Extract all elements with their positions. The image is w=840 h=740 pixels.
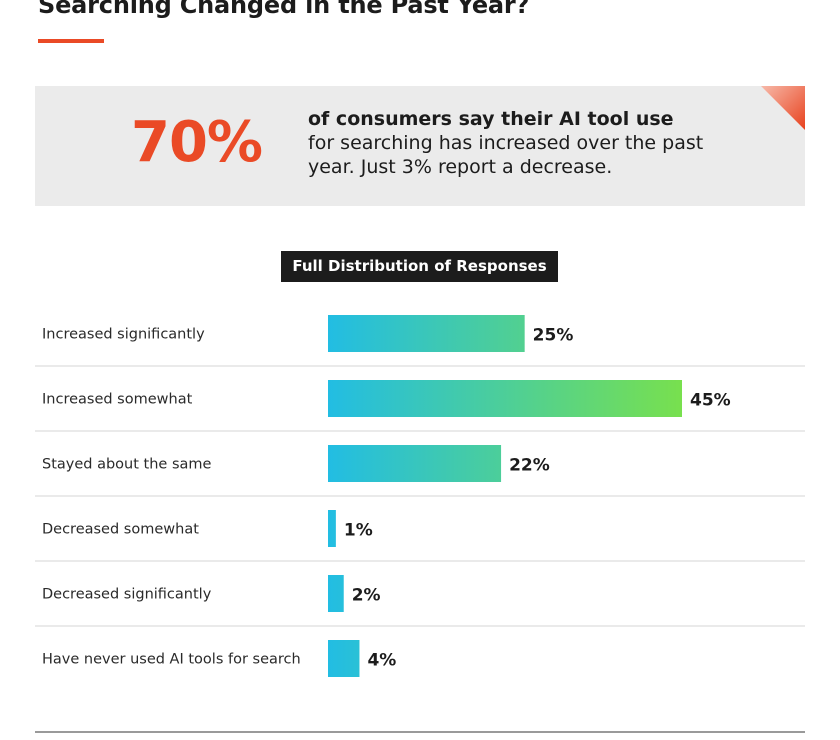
value-label: 45% bbox=[690, 391, 731, 411]
category-label: Stayed about the same bbox=[42, 457, 212, 473]
response-distribution-chart: Increased significantly 25% Increased some… bbox=[35, 315, 805, 677]
bar bbox=[328, 640, 360, 677]
bottom-rule bbox=[35, 731, 805, 733]
category-label: Have never used AI tools for search bbox=[42, 652, 301, 668]
value-label: 22% bbox=[509, 456, 550, 476]
bar bbox=[328, 510, 336, 547]
distribution-label: Full Distribution of Responses bbox=[281, 251, 558, 282]
page-title: Searching Changed in the Past Year? bbox=[38, 0, 530, 19]
title-underline bbox=[38, 39, 104, 43]
value-label: 25% bbox=[533, 326, 574, 346]
bar bbox=[328, 380, 682, 417]
callout-box: 70% of consumers say their AI tool use f… bbox=[35, 86, 805, 206]
bar bbox=[328, 315, 525, 352]
value-label: 4% bbox=[367, 651, 396, 671]
callout-text-regular: for searching has increased over the pas… bbox=[308, 132, 704, 178]
callout-stat: 70% bbox=[131, 110, 263, 175]
bar bbox=[328, 575, 344, 612]
category-label: Decreased somewhat bbox=[42, 522, 199, 538]
callout-text: of consumers say their AI tool use for s… bbox=[308, 107, 728, 179]
value-label: 2% bbox=[352, 586, 381, 606]
category-label: Decreased significantly bbox=[42, 587, 212, 603]
value-label: 1% bbox=[344, 521, 373, 541]
category-label: Increased significantly bbox=[42, 327, 205, 343]
corner-accent-icon bbox=[761, 86, 805, 130]
callout-text-bold: of consumers say their AI tool use bbox=[308, 108, 674, 130]
bar bbox=[328, 445, 502, 482]
category-label: Increased somewhat bbox=[42, 392, 193, 408]
